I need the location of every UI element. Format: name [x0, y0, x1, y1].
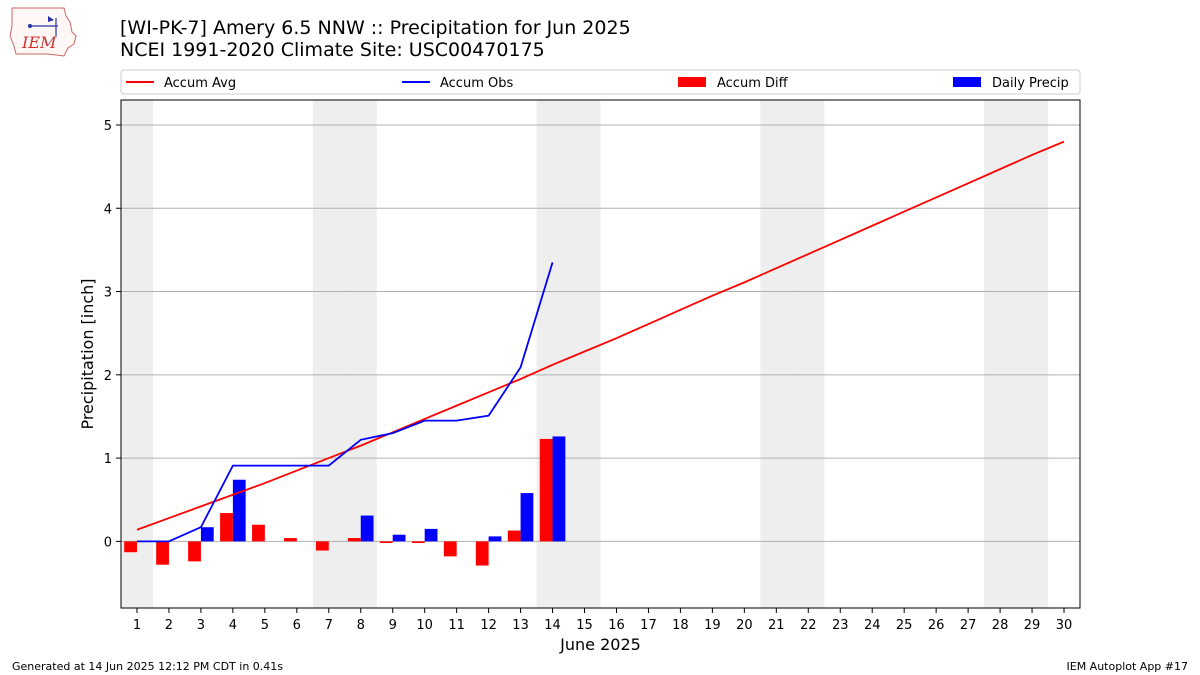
- accum-diff-bar: [220, 513, 233, 542]
- x-tick-label: 27: [960, 618, 977, 633]
- x-tick-label: 1: [133, 618, 141, 633]
- x-tick-label: 23: [832, 618, 849, 633]
- accum-diff-bar: [252, 524, 265, 542]
- x-tick-label: 6: [293, 618, 301, 633]
- x-tick-label: 24: [864, 618, 881, 633]
- x-tick-label: 7: [325, 618, 333, 633]
- accum-diff-bar: [284, 538, 297, 542]
- x-tick-label: 12: [480, 618, 497, 633]
- accum-diff-bar: [379, 541, 393, 544]
- accum-diff-bar: [475, 541, 489, 566]
- legend-label: Daily Precip: [992, 76, 1069, 91]
- y-tick-label: 1: [104, 452, 112, 467]
- y-tick-label: 3: [104, 286, 112, 301]
- x-tick-label: 13: [512, 618, 529, 633]
- accum-diff-bar: [188, 541, 201, 562]
- accum-diff-bar: [347, 538, 361, 542]
- daily-precip-bar: [552, 436, 566, 542]
- accum-diff-bar: [156, 541, 169, 565]
- daily-precip-bar: [488, 536, 502, 542]
- x-tick-label: 11: [448, 618, 465, 633]
- x-tick-label: 19: [704, 618, 721, 633]
- y-tick-label: 5: [104, 119, 112, 134]
- x-tick-label: 29: [1024, 618, 1041, 633]
- x-tick-label: 30: [1056, 618, 1073, 633]
- generated-timestamp: Generated at 14 Jun 2025 12:12 PM CDT in…: [12, 660, 284, 673]
- accum-diff-bar: [411, 541, 425, 544]
- x-tick-label: 22: [800, 618, 817, 633]
- accum-diff-bar: [507, 530, 521, 542]
- weekend-band: [1016, 100, 1049, 608]
- legend-label: Accum Avg: [164, 76, 236, 91]
- weekend-band: [121, 100, 153, 608]
- daily-precip-bar: [200, 527, 214, 542]
- iem-logo: IEM: [9, 7, 77, 57]
- accum-diff-bar: [539, 438, 553, 542]
- y-tick-label: 2: [104, 369, 112, 384]
- x-tick-label: 18: [672, 618, 689, 633]
- plot-frame: [120, 99, 1081, 609]
- accum-diff-bar: [443, 541, 457, 557]
- weekend-band: [312, 100, 345, 608]
- accum-obs-line: [136, 262, 554, 543]
- x-tick-label: 9: [389, 618, 397, 633]
- accum-diff-bar: [315, 541, 329, 551]
- daily-precip-bar: [232, 479, 246, 542]
- x-tick-label: 15: [576, 618, 593, 633]
- weekend-band: [760, 100, 793, 608]
- y-tick-label: 4: [104, 202, 112, 217]
- daily-precip-bar: [520, 493, 534, 542]
- x-tick-label: 5: [261, 618, 269, 633]
- app-label: IEM Autoplot App #17: [1066, 660, 1189, 673]
- legend: Accum Avg Accum Obs Accum Diff Daily Precip: [120, 69, 1081, 95]
- legend-swatch: [953, 77, 981, 87]
- chart-subtitle: NCEI 1991-2020 Climate Site: USC00470175: [120, 39, 545, 61]
- legend-label: Accum Diff: [717, 76, 789, 91]
- y-tick-label: 0: [104, 535, 112, 550]
- x-tick-label: 8: [357, 618, 365, 633]
- weekend-band: [792, 100, 825, 608]
- x-tick-label: 20: [736, 618, 753, 633]
- daily-precip-bar: [360, 515, 374, 542]
- daily-precip-bar: [392, 534, 406, 542]
- weekend-band: [568, 100, 601, 608]
- x-tick-label: 26: [928, 618, 945, 633]
- x-tick-label: 17: [640, 618, 657, 633]
- svg-text:IEM: IEM: [21, 33, 57, 52]
- x-tick-label: 4: [229, 618, 237, 633]
- y-axis-label: Precipitation [inch]: [78, 278, 97, 429]
- x-tick-label: 28: [992, 618, 1009, 633]
- x-tick-label: 3: [197, 618, 205, 633]
- x-tick-label: 25: [896, 618, 913, 633]
- accum-diff-bar: [124, 541, 137, 553]
- legend-box: [120, 69, 1081, 95]
- x-tick-label: 10: [416, 618, 433, 633]
- x-tick-label: 14: [544, 618, 561, 633]
- daily-precip-bar: [424, 528, 438, 542]
- accum-avg-line: [136, 140, 1065, 531]
- weekend-band: [984, 100, 1017, 608]
- legend-label: Accum Obs: [440, 76, 513, 91]
- x-tick-label: 16: [608, 618, 625, 633]
- x-tick-label: 21: [768, 618, 785, 633]
- chart-title: [WI-PK-7] Amery 6.5 NNW :: Precipitation…: [120, 17, 631, 39]
- x-tick-label: 2: [165, 618, 173, 633]
- x-axis-label: June 2025: [559, 635, 641, 654]
- legend-swatch: [678, 77, 706, 87]
